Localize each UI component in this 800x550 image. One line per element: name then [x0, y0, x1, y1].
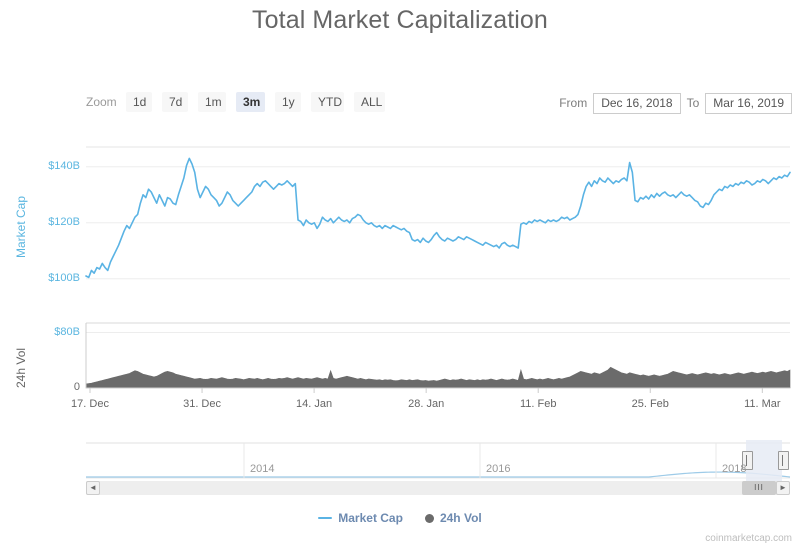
x-tick-3: 28. Jan: [408, 398, 445, 410]
zoom-button-1y[interactable]: 1y: [275, 92, 301, 112]
axis-lines: [85, 146, 790, 393]
navigator-scrollbar[interactable]: ◄ III ►: [86, 481, 790, 495]
to-date-input[interactable]: Mar 16, 2019: [705, 92, 792, 114]
navigator-year-2016: 2016: [486, 463, 511, 475]
navigator-year-2014: 2014: [250, 463, 275, 475]
x-tick-6: 11. Mar: [744, 398, 781, 410]
navigator[interactable]: [86, 440, 790, 482]
legend-label-market-cap: Market Cap: [338, 511, 403, 525]
y-tick-market-cap-2: $140B: [48, 159, 80, 172]
navigator-handle-left[interactable]: [742, 451, 753, 470]
grid-lines: [86, 166, 790, 334]
x-tick-1: 31. Dec: [183, 398, 222, 410]
y-tick-market-cap-1: $120B: [48, 215, 80, 228]
to-label: To: [686, 96, 700, 110]
legend-label-24h-vol: 24h Vol: [439, 511, 482, 525]
zoom-button-all[interactable]: ALL: [354, 92, 385, 112]
date-range-controls: From Dec 16, 2018 To Mar 16, 2019: [559, 92, 792, 114]
circle-marker-icon: [424, 513, 434, 523]
x-tick-4: 11. Feb: [519, 398, 557, 410]
y-tick-volume-1: $80B: [54, 325, 80, 338]
volume-area-series: [85, 366, 791, 389]
market-cap-axis-title: Market Cap: [14, 195, 28, 258]
zoom-button-3m[interactable]: 3m: [236, 92, 265, 112]
legend-item-market-cap[interactable]: Market Cap: [318, 511, 403, 525]
line-marker-icon: [318, 517, 333, 519]
market-cap-line-series: [85, 157, 791, 279]
y-tick-market-cap-0: $100B: [48, 271, 80, 284]
navigator-year-2018: 2018: [722, 463, 747, 475]
navigator-handle-right[interactable]: [778, 451, 789, 470]
zoom-button-7d[interactable]: 7d: [162, 92, 188, 112]
chart-legend: Market Cap 24h Vol: [0, 511, 800, 525]
scrollbar-thumb[interactable]: III: [742, 481, 776, 495]
from-date-input[interactable]: Dec 16, 2018: [593, 92, 681, 114]
zoom-button-ytd[interactable]: YTD: [311, 92, 344, 112]
from-label: From: [559, 96, 588, 110]
y-tick-volume-0: 0: [73, 381, 80, 393]
watermark: coinmarketcap.com: [705, 533, 792, 544]
page-title: Total Market Capitalization: [252, 6, 548, 34]
volume-axis-title: 24h Vol: [14, 347, 28, 388]
scroll-right-arrow-icon[interactable]: ►: [776, 481, 790, 495]
legend-item-24h-vol[interactable]: 24h Vol: [424, 511, 482, 525]
x-tick-0: 17. Dec: [71, 398, 109, 410]
zoom-button-1d[interactable]: 1d: [126, 92, 152, 112]
zoom-label: Zoom: [86, 95, 117, 109]
x-tick-5: 25. Feb: [631, 398, 669, 410]
x-tick-2: 14. Jan: [296, 398, 333, 410]
scroll-left-arrow-icon[interactable]: ◄: [86, 481, 100, 495]
zoom-button-1m[interactable]: 1m: [198, 92, 226, 112]
